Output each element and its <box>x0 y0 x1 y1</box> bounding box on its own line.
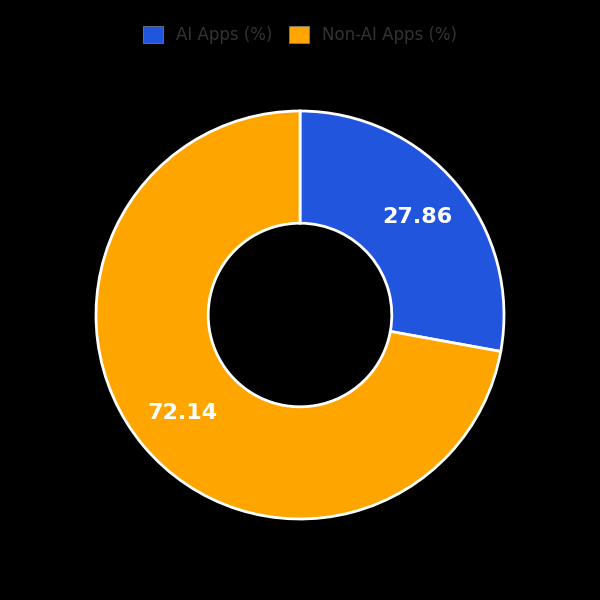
Legend: AI Apps (%), Non-AI Apps (%): AI Apps (%), Non-AI Apps (%) <box>134 17 466 52</box>
Wedge shape <box>300 111 504 352</box>
Text: 27.86: 27.86 <box>382 207 452 227</box>
Text: 72.14: 72.14 <box>148 403 218 423</box>
Wedge shape <box>96 111 501 519</box>
